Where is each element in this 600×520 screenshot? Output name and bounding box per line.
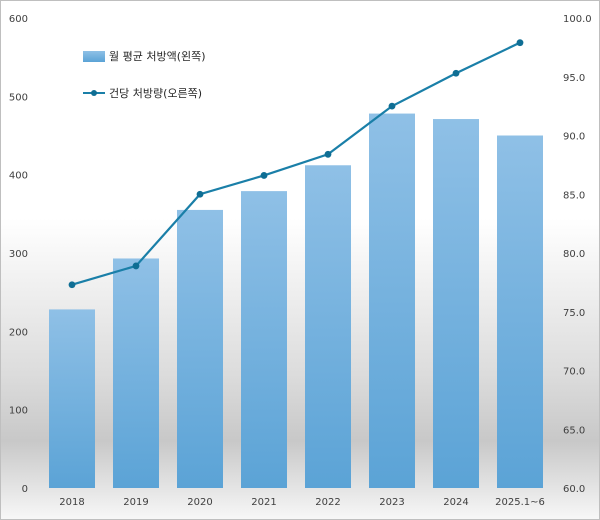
left-tick-label: 300	[9, 249, 28, 260]
right-tick-label: 90.0	[563, 132, 585, 143]
line-path	[71, 41, 521, 286]
right-tick-label: 75.0	[563, 308, 585, 319]
right-tick-label: 100.0	[563, 14, 592, 25]
bar	[433, 119, 479, 489]
right-tick-label: 85.0	[563, 190, 585, 201]
x-tick-label: 2025.1~6	[495, 497, 545, 508]
left-tick-label: 500	[9, 92, 28, 103]
bar	[369, 113, 415, 489]
line-point	[260, 172, 268, 179]
right-tick-label: 95.0	[563, 73, 585, 84]
line-series	[68, 39, 524, 289]
left-axis: 0 100 200 300 400 500 600	[9, 14, 28, 495]
x-tick-label: 2024	[443, 497, 468, 508]
right-tick-label: 60.0	[563, 484, 585, 495]
legend: 월 평균 처방액(왼쪽) 건당 처방량(오른쪽)	[83, 49, 206, 100]
line-point	[452, 69, 460, 77]
x-axis: 2018 2019 2020 2021 2022 2023 2024 2025.1~6	[59, 497, 545, 508]
x-tick-label: 2019	[123, 497, 148, 508]
x-tick-label: 2018	[59, 497, 84, 508]
bar-series	[49, 113, 543, 489]
x-tick-label: 2022	[315, 497, 340, 508]
x-tick-label: 2021	[251, 497, 276, 508]
left-tick-label: 200	[9, 327, 28, 338]
line-point	[132, 262, 140, 270]
bar	[49, 309, 95, 488]
line-point	[324, 150, 332, 158]
bar	[497, 135, 543, 488]
bar	[177, 209, 223, 488]
x-tick-label: 2023	[379, 497, 404, 508]
right-axis: 60.0 65.0 70.0 75.0 80.0 85.0 90.0 95.0 100.0	[563, 14, 592, 495]
line-point	[388, 102, 396, 110]
left-tick-label: 400	[9, 171, 28, 182]
right-tick-label: 80.0	[563, 249, 585, 260]
right-tick-label: 65.0	[563, 425, 585, 436]
left-tick-label: 600	[9, 14, 28, 25]
bar	[113, 258, 159, 488]
line-point	[196, 190, 204, 198]
x-tick-label: 2020	[187, 497, 212, 508]
right-tick-label: 70.0	[563, 367, 585, 378]
legend-line-label: 건당 처방량(오른쪽)	[109, 87, 202, 100]
bar	[241, 191, 287, 488]
legend-bar-label: 월 평균 처방액(왼쪽)	[109, 49, 206, 63]
line-point	[68, 281, 76, 289]
legend-bar-swatch	[83, 51, 105, 62]
bar	[305, 165, 351, 488]
left-tick-label: 0	[22, 484, 28, 495]
legend-line-marker	[91, 90, 97, 96]
line-point	[516, 39, 524, 47]
left-tick-label: 100	[9, 406, 28, 417]
